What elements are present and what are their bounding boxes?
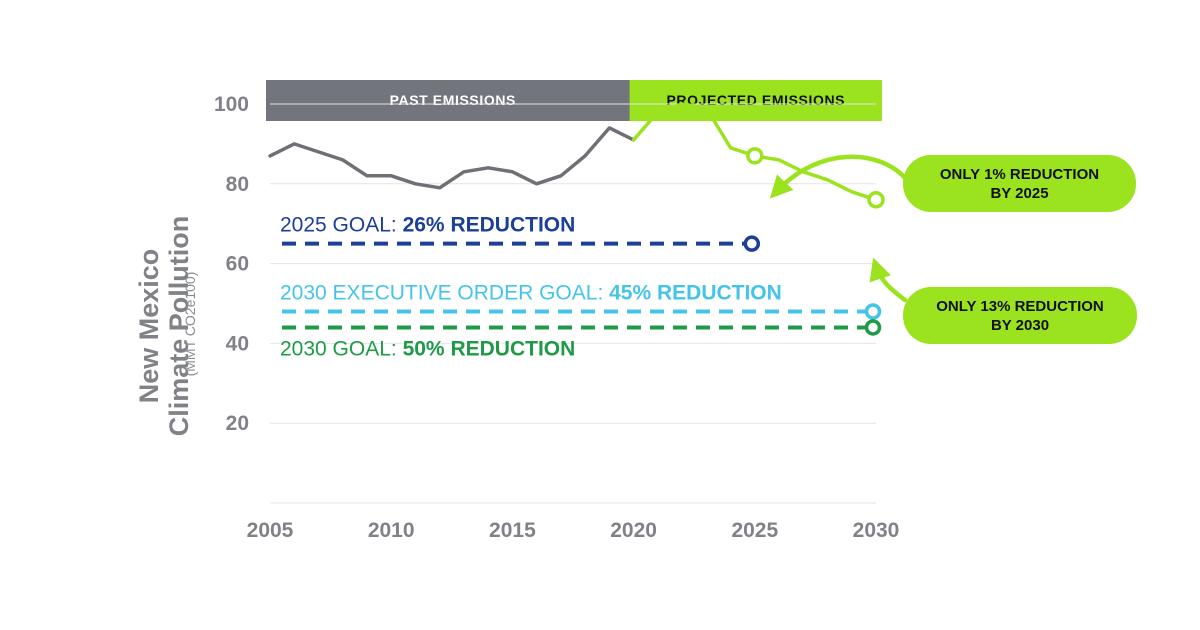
- band-1: [629, 80, 882, 121]
- goal-label-prefix: 2030 GOAL:: [280, 337, 403, 360]
- callout-text-0: ONLY 1% REDUCTION: [940, 166, 1099, 183]
- goal-label-1: 2030 EXECUTIVE ORDER GOAL: 45% REDUCTION: [280, 281, 782, 304]
- y-axis-title-line: New Mexico: [134, 249, 164, 404]
- goal-marker-2: [864, 319, 882, 336]
- x-tick-label: 2025: [731, 519, 778, 542]
- y-tick-label: 60: [226, 253, 249, 276]
- goal-label-reduction: 50% REDUCTION: [403, 337, 576, 360]
- band-label-0: PAST EMISSIONS: [390, 92, 516, 108]
- goal-label-reduction: 45% REDUCTION: [609, 281, 782, 304]
- goal-label-0: 2025 GOAL: 26% REDUCTION: [280, 214, 575, 237]
- y-tick-label: 40: [226, 332, 249, 355]
- y-tick-label: 20: [226, 412, 249, 435]
- x-tick-label: 2015: [489, 519, 536, 542]
- callout-arrow-1: [869, 257, 908, 303]
- projection-marker-0: [746, 147, 764, 165]
- projection-marker-1: [867, 191, 885, 209]
- goal-label-reduction: 26% REDUCTION: [403, 214, 576, 237]
- y-tick-label: 80: [226, 173, 249, 196]
- goal-label-2: 2030 GOAL: 50% REDUCTION: [280, 337, 575, 360]
- goal-label-prefix: 2030 EXECUTIVE ORDER GOAL:: [280, 281, 609, 304]
- goal-label-prefix: 2025 GOAL:: [280, 214, 403, 237]
- x-tick-label: 2005: [247, 519, 294, 542]
- y-tick-label: 100: [214, 93, 249, 116]
- callout-text-1: BY 2030: [991, 317, 1049, 334]
- x-tick-label: 2020: [610, 519, 657, 542]
- callout-box-1: [903, 287, 1137, 344]
- y-axis-title-line: Climate Pollution: [164, 216, 194, 437]
- callout-text-1: ONLY 13% REDUCTION: [936, 298, 1104, 315]
- y-axis-unit: (MMT CO2e100): [182, 272, 198, 377]
- callout-text-0: BY 2025: [990, 185, 1048, 202]
- goal-marker-1: [864, 303, 882, 320]
- callout-box-0: [903, 155, 1136, 212]
- goal-marker-0: [743, 235, 761, 252]
- x-tick-label: 2030: [853, 519, 900, 542]
- band-0: [266, 80, 640, 121]
- series-line-0: [268, 126, 636, 190]
- y-axis-title: New MexicoClimate Pollution: [134, 216, 194, 437]
- x-tick-label: 2010: [368, 519, 415, 542]
- callout-arrow-0: [769, 154, 908, 199]
